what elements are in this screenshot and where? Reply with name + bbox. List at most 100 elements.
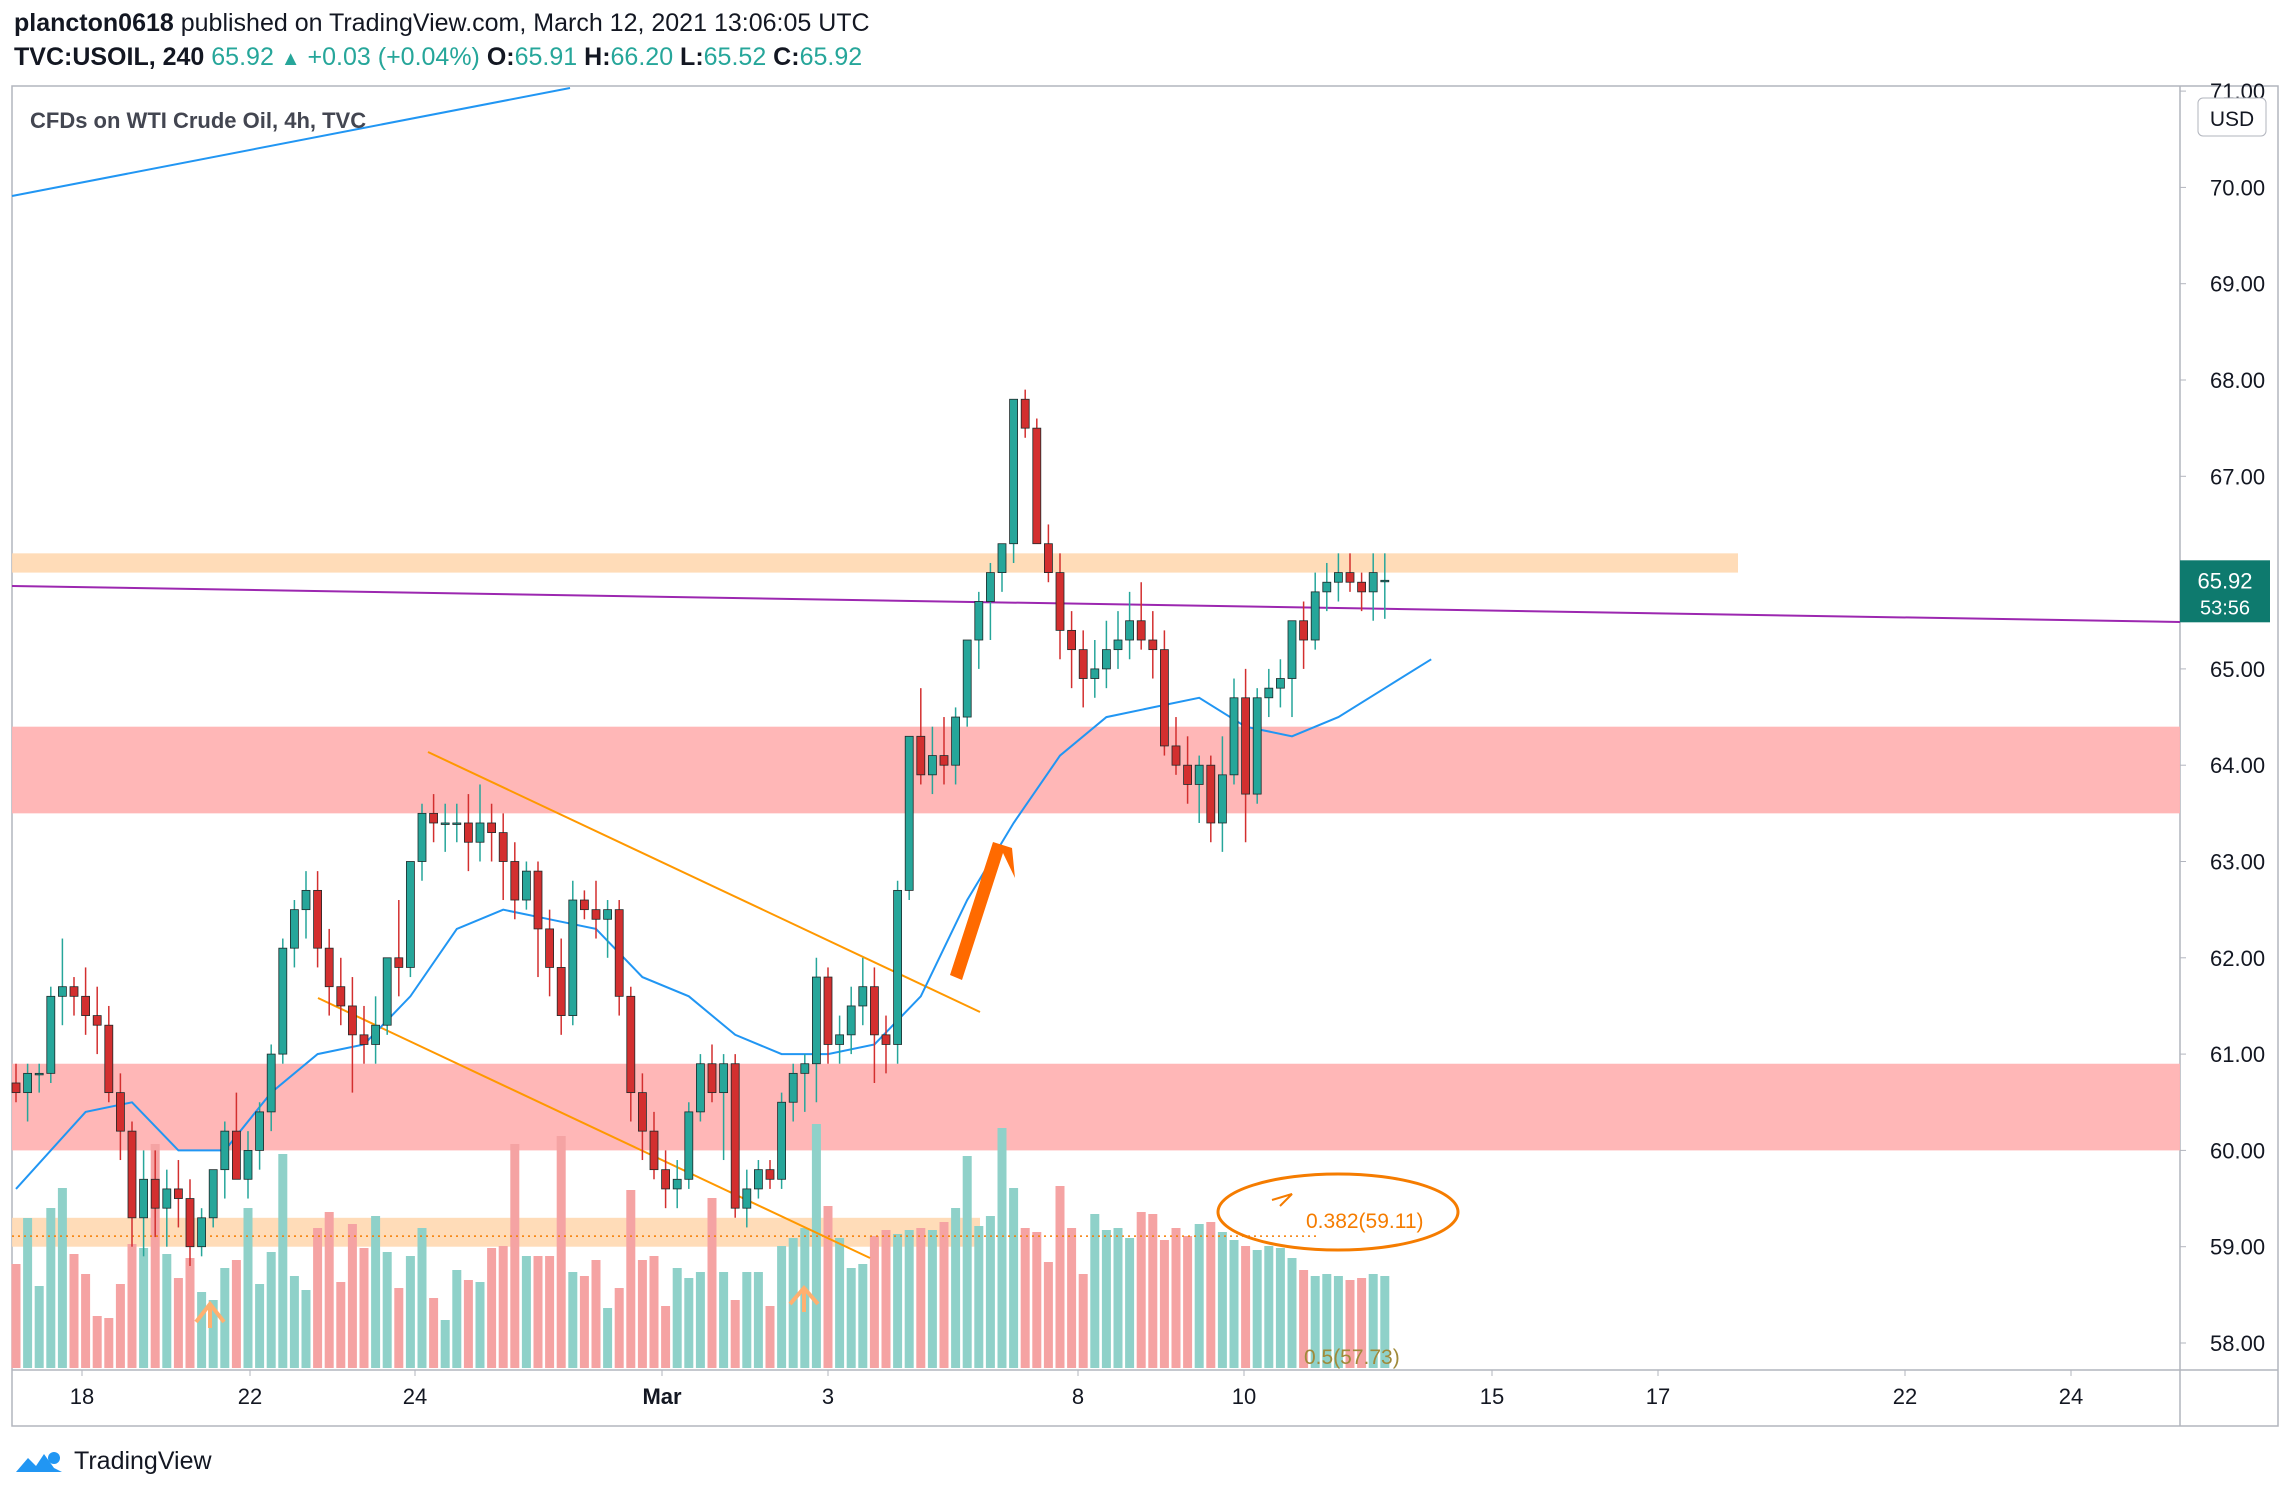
candle-body xyxy=(1241,697,1250,795)
candle-body xyxy=(974,601,984,641)
volume-bar xyxy=(591,1260,601,1368)
candle-body xyxy=(626,995,636,1094)
candle-body xyxy=(928,755,937,776)
time-tick-label: 15 xyxy=(1480,1384,1504,1409)
candle xyxy=(661,1150,670,1209)
currency-box[interactable] xyxy=(2197,97,2267,137)
price-badge-countdown: 53:56 xyxy=(2200,597,2250,619)
volume-bar xyxy=(1125,1238,1135,1368)
candle xyxy=(823,967,833,1064)
volume-bar xyxy=(1032,1232,1042,1368)
candle xyxy=(986,562,995,641)
volume-bar xyxy=(1067,1228,1077,1368)
author-name[interactable]: plancton0618 xyxy=(14,9,174,37)
close-label: C: xyxy=(773,43,800,71)
candle-body xyxy=(510,861,520,901)
candle-body xyxy=(11,1082,21,1094)
time-tick-label: 8 xyxy=(1072,1384,1084,1409)
candle xyxy=(916,688,926,785)
candle xyxy=(951,707,960,785)
candle-body xyxy=(603,909,612,920)
volume-bar xyxy=(603,1308,613,1368)
candle xyxy=(1090,640,1100,698)
candle xyxy=(429,794,439,843)
candle xyxy=(463,794,473,872)
volume-bar xyxy=(475,1282,485,1368)
price-tick-label: 69.00 xyxy=(2210,272,2265,297)
time-tick-label: 18 xyxy=(70,1384,94,1409)
candle-body xyxy=(533,870,543,930)
volume-bar xyxy=(1357,1278,1367,1368)
volume-bar xyxy=(220,1268,230,1368)
volume-bar xyxy=(104,1318,114,1368)
candle-body xyxy=(371,1024,381,1045)
candle xyxy=(696,1054,705,1122)
volume-bar xyxy=(649,1256,659,1368)
candle-body xyxy=(104,1024,114,1094)
candle-body xyxy=(649,1130,659,1171)
volume-bar xyxy=(626,1190,636,1368)
candle xyxy=(533,861,543,978)
candle xyxy=(1334,553,1343,602)
candle-body xyxy=(1136,620,1146,641)
volume-bar xyxy=(707,1198,717,1368)
volume-bar xyxy=(1229,1240,1239,1368)
candle xyxy=(1264,668,1274,718)
candle xyxy=(405,861,415,978)
price-tick-label: 67.00 xyxy=(2210,464,2265,489)
price-chart[interactable]: 0.382(59.11) 0.5(57.73) 58.00 59.00 60.00 61… xyxy=(0,0,2294,1440)
volume-bar xyxy=(394,1288,404,1368)
symbol-line: TVC:USOIL, 240 65.92 ▲ +0.03 (+0.04%) O:… xyxy=(14,40,2274,76)
candle xyxy=(1113,611,1123,669)
candle xyxy=(1322,562,1332,612)
candle-body xyxy=(336,986,346,1007)
candle xyxy=(231,1092,241,1180)
low-value: 65.52 xyxy=(703,43,767,71)
time-tick-label: 22 xyxy=(1893,1384,1917,1409)
volume-bar xyxy=(695,1272,705,1368)
candle-body xyxy=(1229,697,1239,776)
candle-body xyxy=(591,909,601,920)
candle xyxy=(1136,582,1146,650)
volume-bar xyxy=(81,1274,91,1368)
candle xyxy=(104,1005,114,1103)
candle xyxy=(614,900,624,1016)
candle-body xyxy=(1078,649,1088,679)
publish-info: published on TradingView.com, March 12, … xyxy=(180,9,870,37)
last-price: 65.92 xyxy=(211,43,274,71)
candle xyxy=(522,861,531,910)
price-tick-label: 65.00 xyxy=(2210,657,2265,682)
candle xyxy=(788,1063,798,1122)
candle xyxy=(626,986,636,1122)
volume-bar xyxy=(57,1188,67,1368)
volume-bar xyxy=(1241,1246,1251,1368)
up-arrow-icon: ▲ xyxy=(280,48,301,70)
channel-lower-line xyxy=(317,997,871,1259)
candle xyxy=(266,1044,276,1132)
volume-bar xyxy=(1252,1250,1262,1368)
high-value: 66.20 xyxy=(610,43,674,71)
candle-body xyxy=(765,1169,775,1180)
candle-body xyxy=(1148,639,1158,651)
candle-body xyxy=(162,1188,172,1209)
candle xyxy=(347,977,357,1093)
candle-body xyxy=(684,1111,694,1180)
candle xyxy=(719,1054,728,1161)
volume-bar xyxy=(185,1258,195,1368)
candle xyxy=(1055,553,1065,660)
tradingview-logo-icon xyxy=(16,1452,62,1472)
volume-bar xyxy=(1333,1276,1343,1368)
up-arrow-icon xyxy=(194,1300,226,1328)
publish-line: plancton0618 published on TradingView.co… xyxy=(14,6,2274,40)
volume-bar xyxy=(1078,1274,1088,1368)
brand-footer: TradingView xyxy=(14,1446,212,1476)
close-value: 65.92 xyxy=(799,43,863,71)
candle-body xyxy=(255,1111,265,1151)
time-tick-label: 24 xyxy=(403,1384,427,1409)
candle xyxy=(1345,553,1355,592)
volume-bar xyxy=(347,1224,357,1368)
volume-bar xyxy=(371,1216,381,1368)
candle xyxy=(1044,524,1053,583)
candle-body xyxy=(1067,629,1076,651)
volume-bar xyxy=(324,1212,334,1368)
